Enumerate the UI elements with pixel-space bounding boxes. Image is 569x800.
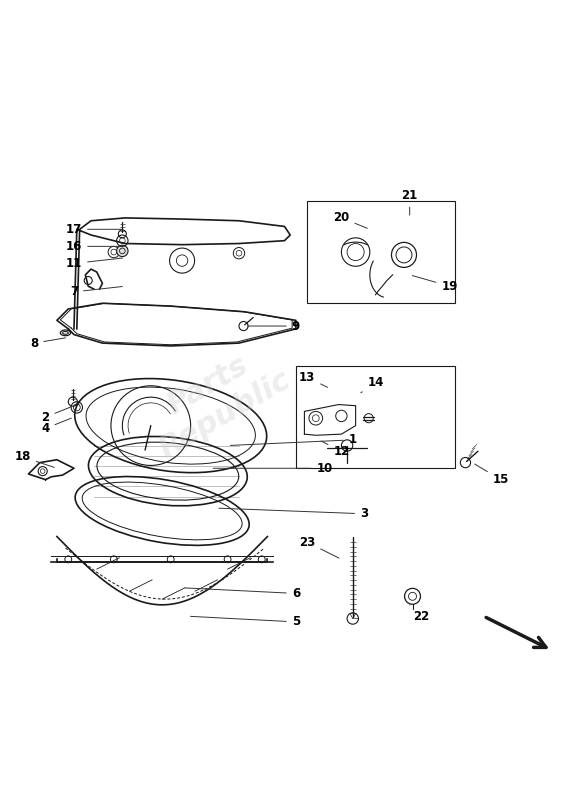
Text: 19: 19 (413, 275, 457, 293)
Text: 12: 12 (321, 441, 349, 458)
Text: Parts
Republic: Parts Republic (137, 336, 296, 464)
Text: 16: 16 (66, 240, 122, 253)
Text: 8: 8 (30, 337, 65, 350)
Text: 9: 9 (248, 319, 300, 333)
Text: 14: 14 (361, 377, 384, 393)
Text: 7: 7 (70, 286, 122, 298)
Text: 21: 21 (402, 189, 418, 215)
Text: 17: 17 (66, 222, 122, 236)
Text: 4: 4 (42, 418, 71, 435)
Text: 3: 3 (219, 507, 368, 520)
Text: 10: 10 (213, 462, 332, 474)
Circle shape (117, 246, 128, 257)
FancyBboxPatch shape (307, 201, 455, 303)
Text: 13: 13 (299, 370, 328, 387)
Text: 1: 1 (230, 434, 357, 446)
FancyBboxPatch shape (296, 366, 455, 468)
Text: 22: 22 (410, 605, 429, 622)
Text: 18: 18 (15, 450, 54, 467)
Text: 11: 11 (66, 257, 122, 270)
Text: 15: 15 (475, 464, 509, 486)
Ellipse shape (60, 330, 71, 336)
Text: 6: 6 (185, 587, 300, 600)
Text: 5: 5 (191, 615, 300, 629)
Text: 2: 2 (42, 406, 71, 423)
Text: 20: 20 (333, 211, 367, 228)
Text: 23: 23 (299, 536, 339, 558)
